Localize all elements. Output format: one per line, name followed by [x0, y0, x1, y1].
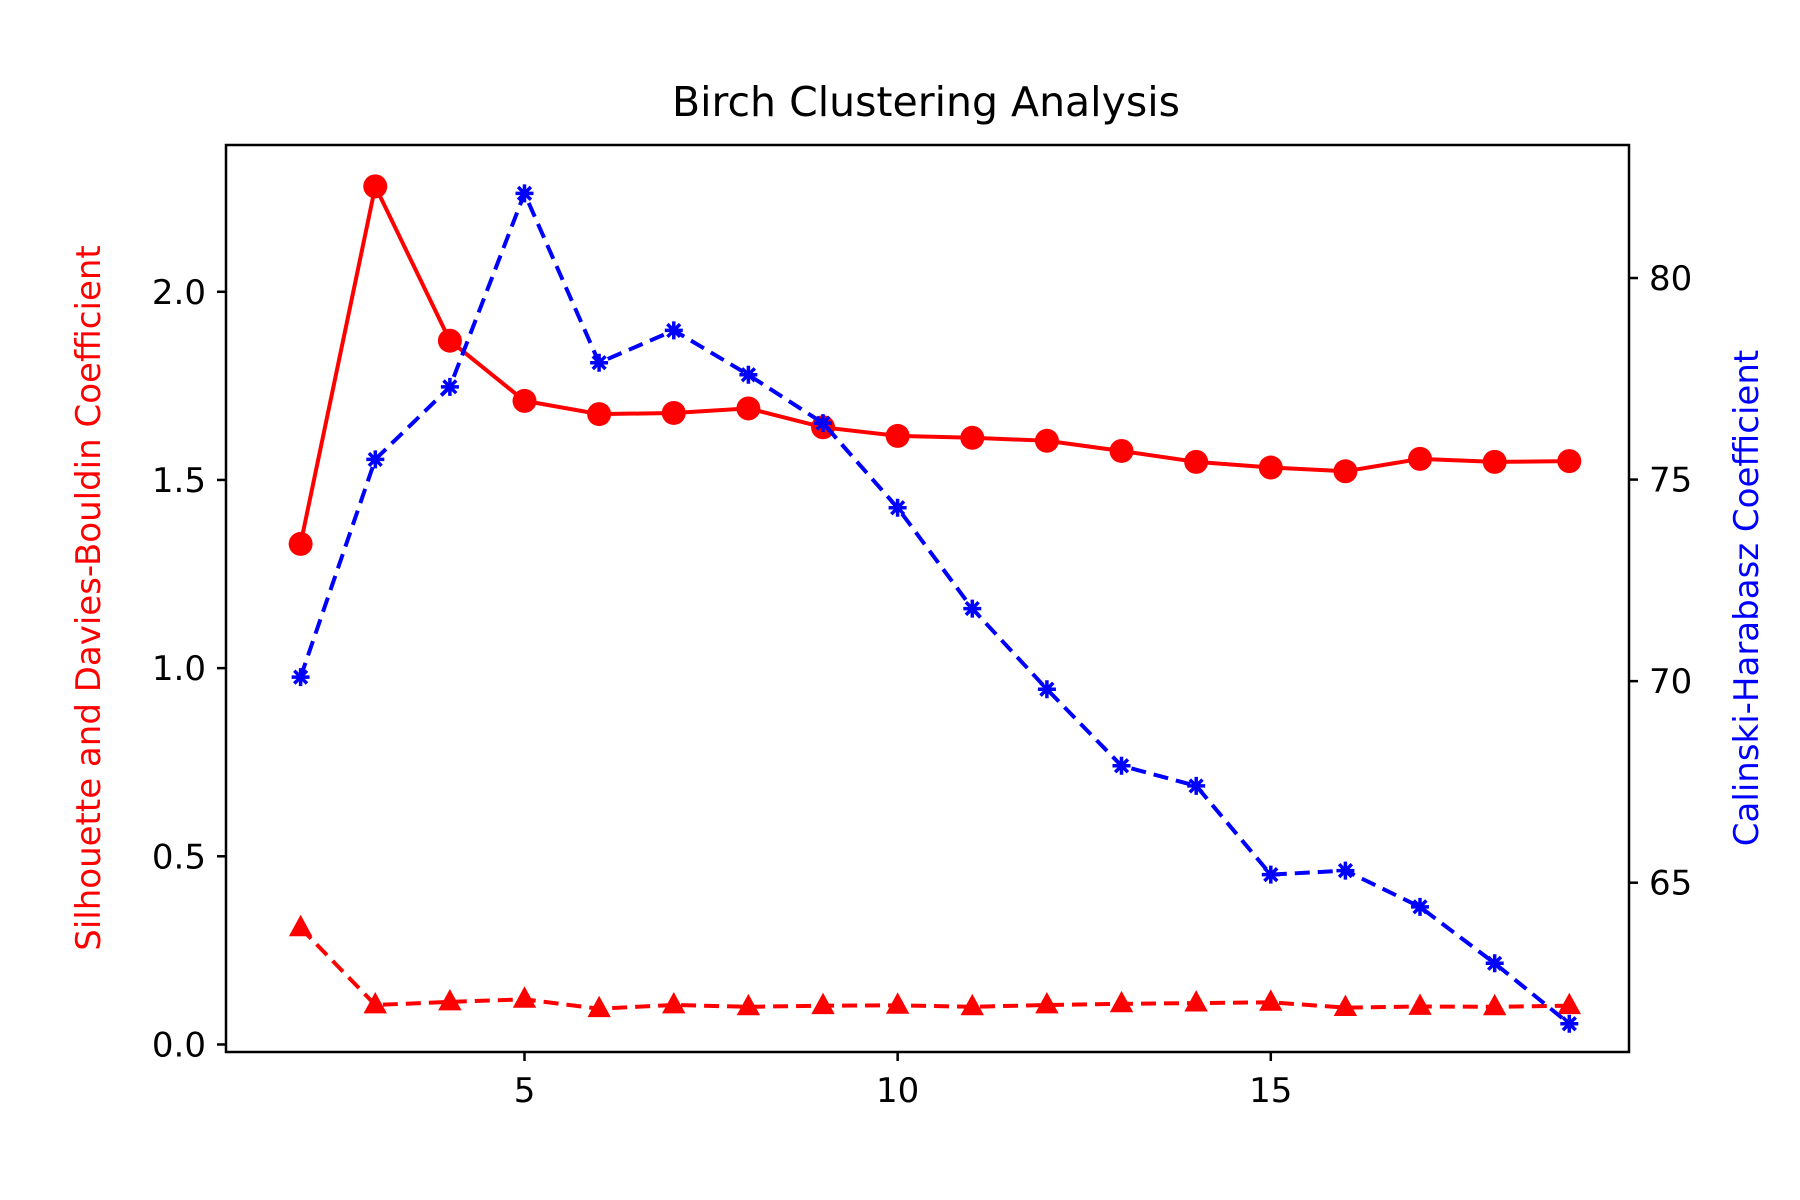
data-point — [590, 353, 609, 372]
data-point — [366, 450, 385, 469]
data-point — [736, 993, 761, 1016]
y-right-tick-label: 70 — [1649, 662, 1692, 702]
data-point — [888, 498, 907, 517]
data-point — [960, 425, 985, 450]
data-point — [1557, 992, 1581, 1015]
data-point — [1560, 1014, 1579, 1033]
data-point — [438, 988, 462, 1011]
data-point — [1333, 459, 1358, 484]
plot-frame — [224, 143, 1631, 1054]
data-point — [814, 414, 832, 433]
data-point — [1261, 865, 1280, 884]
data-point — [1333, 994, 1358, 1017]
x-tick-label: 15 — [1249, 1071, 1292, 1111]
x-axis: 5 10 15 — [514, 1052, 1292, 1111]
data-point — [1112, 756, 1131, 775]
y-left-tick-label: 2.0 — [152, 273, 206, 313]
y-axis-left: 0.0 0.5 1.0 1.5 2.0 — [152, 273, 226, 1065]
data-point — [1557, 449, 1582, 474]
data-point — [512, 986, 537, 1008]
y-right-tick-label: 75 — [1649, 461, 1692, 501]
series-1 — [288, 914, 1581, 1018]
data-point — [1411, 897, 1429, 916]
x-tick-label: 5 — [514, 1071, 536, 1111]
data-point — [1408, 993, 1432, 1015]
data-point — [963, 599, 982, 618]
data-point — [885, 423, 910, 448]
data-point — [1258, 455, 1283, 480]
data-point — [1187, 776, 1206, 795]
data-point — [1482, 993, 1507, 1016]
data-point — [661, 400, 686, 425]
data-point — [288, 531, 313, 556]
data-point — [291, 668, 310, 687]
data-point — [363, 991, 387, 1014]
series-2 — [291, 184, 1579, 1033]
series-0 — [288, 174, 1582, 556]
series-line — [298, 180, 1570, 545]
data-point — [1336, 861, 1355, 880]
data-point — [1408, 446, 1433, 471]
data-point — [437, 328, 462, 353]
data-point — [960, 993, 984, 1016]
data-point — [288, 914, 313, 937]
data-point — [587, 995, 611, 1018]
series-line — [298, 188, 1571, 1026]
data-point — [515, 184, 534, 203]
y-axis-left-label: Silhouette and Davies-Bouldin Coefficien… — [69, 245, 109, 951]
series-line — [299, 926, 1570, 1011]
y-axis-right-label: Calinski-Harabasz Coefficient — [1727, 350, 1767, 846]
y-left-tick-label: 1.0 — [152, 649, 206, 689]
y-right-tick-label: 80 — [1649, 259, 1692, 299]
data-point — [1259, 989, 1283, 1011]
x-tick-label: 10 — [876, 1071, 919, 1111]
data-point — [440, 377, 459, 396]
y-left-tick-label: 0.0 — [152, 1025, 206, 1065]
y-axis-right: 65 70 75 80 — [1629, 259, 1692, 904]
data-point — [587, 402, 612, 427]
data-point — [1109, 990, 1134, 1013]
plot-series — [288, 174, 1582, 1033]
chart-title: Birch Clustering Analysis — [672, 78, 1180, 126]
data-point — [811, 992, 835, 1015]
data-point — [512, 388, 537, 413]
data-point — [363, 174, 388, 199]
data-point — [1184, 449, 1209, 474]
data-point — [664, 321, 683, 340]
data-point — [736, 396, 761, 421]
data-point — [662, 991, 686, 1014]
data-point — [1482, 449, 1507, 474]
y-left-tick-label: 1.5 — [152, 461, 206, 501]
y-left-tick-label: 0.5 — [152, 837, 206, 877]
data-point — [1037, 680, 1056, 699]
data-point — [1034, 428, 1059, 453]
data-point — [1109, 438, 1134, 463]
data-point — [739, 365, 758, 384]
data-point — [1184, 990, 1208, 1012]
y-right-tick-label: 65 — [1649, 864, 1692, 904]
data-point — [885, 992, 910, 1014]
data-point — [1485, 954, 1504, 973]
data-point — [1035, 991, 1059, 1014]
